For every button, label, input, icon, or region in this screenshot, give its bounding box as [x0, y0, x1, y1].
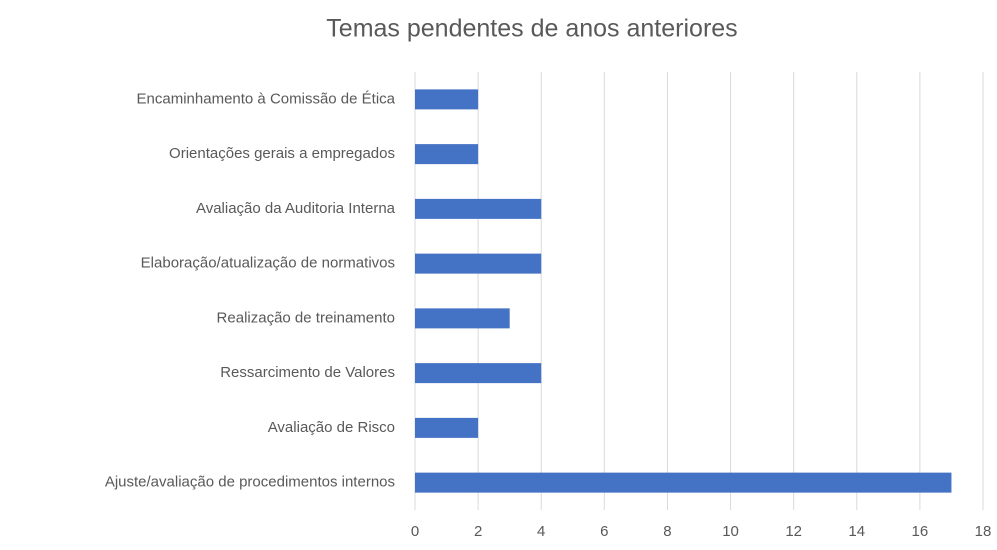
y-tick-label: Ressarcimento de Valores — [220, 364, 395, 381]
y-tick-label: Avaliação da Auditoria Interna — [196, 200, 396, 217]
bar — [415, 308, 510, 329]
y-tick-label: Avaliação de Risco — [268, 419, 395, 436]
x-tick-label: 2 — [474, 523, 482, 540]
x-tick-label: 4 — [537, 523, 545, 540]
x-tick-label: 14 — [848, 523, 865, 540]
y-tick-label: Realização de treinamento — [217, 309, 395, 326]
bar — [415, 472, 952, 493]
x-tick-label: 12 — [785, 523, 802, 540]
bar — [415, 253, 542, 274]
chart-title: Temas pendentes de anos anteriores — [326, 15, 737, 43]
y-tick-label: Ajuste/avaliação de procedimentos intern… — [105, 474, 395, 491]
bar — [415, 144, 479, 165]
x-tick-label: 10 — [722, 523, 739, 540]
x-tick-label: 18 — [975, 523, 992, 540]
x-tick-label: 6 — [600, 523, 608, 540]
y-tick-label: Orientações gerais a empregados — [169, 145, 395, 162]
bar — [415, 363, 542, 384]
x-tick-label: 16 — [912, 523, 929, 540]
bar — [415, 89, 479, 110]
y-tick-label: Encaminhamento à Comissão de Ética — [137, 90, 396, 107]
x-tick-label: 0 — [411, 523, 419, 540]
bar — [415, 417, 479, 438]
bar — [415, 198, 542, 219]
x-tick-label: 8 — [663, 523, 671, 540]
y-tick-label: Elaboração/atualização de normativos — [141, 255, 395, 272]
